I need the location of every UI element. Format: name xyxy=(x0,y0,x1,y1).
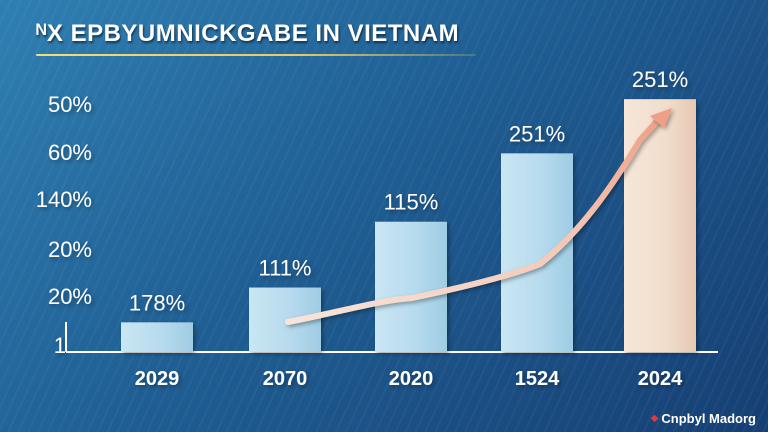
x-tick-label: 2070 xyxy=(263,368,308,390)
y-tick-label: 50% xyxy=(48,92,92,117)
y-tick-label: 20% xyxy=(48,237,92,262)
value-label: 251% xyxy=(509,121,565,146)
title-underline xyxy=(36,54,476,56)
x-tick-label: 2029 xyxy=(135,368,180,390)
source-text: Cnpbyl Madorg xyxy=(661,411,756,426)
source-credit: ◆ Cnpbyl Madorg xyxy=(651,411,756,426)
chart-title: ᴺX EPBYUMNICKGABE IN VIETNAM xyxy=(36,20,460,47)
value-label: 251% xyxy=(632,67,688,92)
bar xyxy=(375,221,447,352)
value-label: 111% xyxy=(258,256,311,281)
x-tick-label: 2024 xyxy=(638,368,683,390)
bar xyxy=(501,153,573,352)
y-tick-label: 1 xyxy=(54,333,66,358)
bar xyxy=(121,322,193,352)
bar xyxy=(624,99,696,352)
x-tick-label: 1524 xyxy=(515,368,560,390)
y-tick-label: 20% xyxy=(48,284,92,309)
x-tick-label: 2020 xyxy=(389,368,434,390)
source-dot-icon: ◆ xyxy=(650,413,659,424)
trend-arrowhead xyxy=(650,108,672,128)
value-label: 115% xyxy=(384,190,439,215)
value-label: 178% xyxy=(129,290,185,315)
y-tick-label: 60% xyxy=(48,140,92,165)
trend-line xyxy=(285,115,663,325)
y-tick-label: 140% xyxy=(36,187,92,212)
